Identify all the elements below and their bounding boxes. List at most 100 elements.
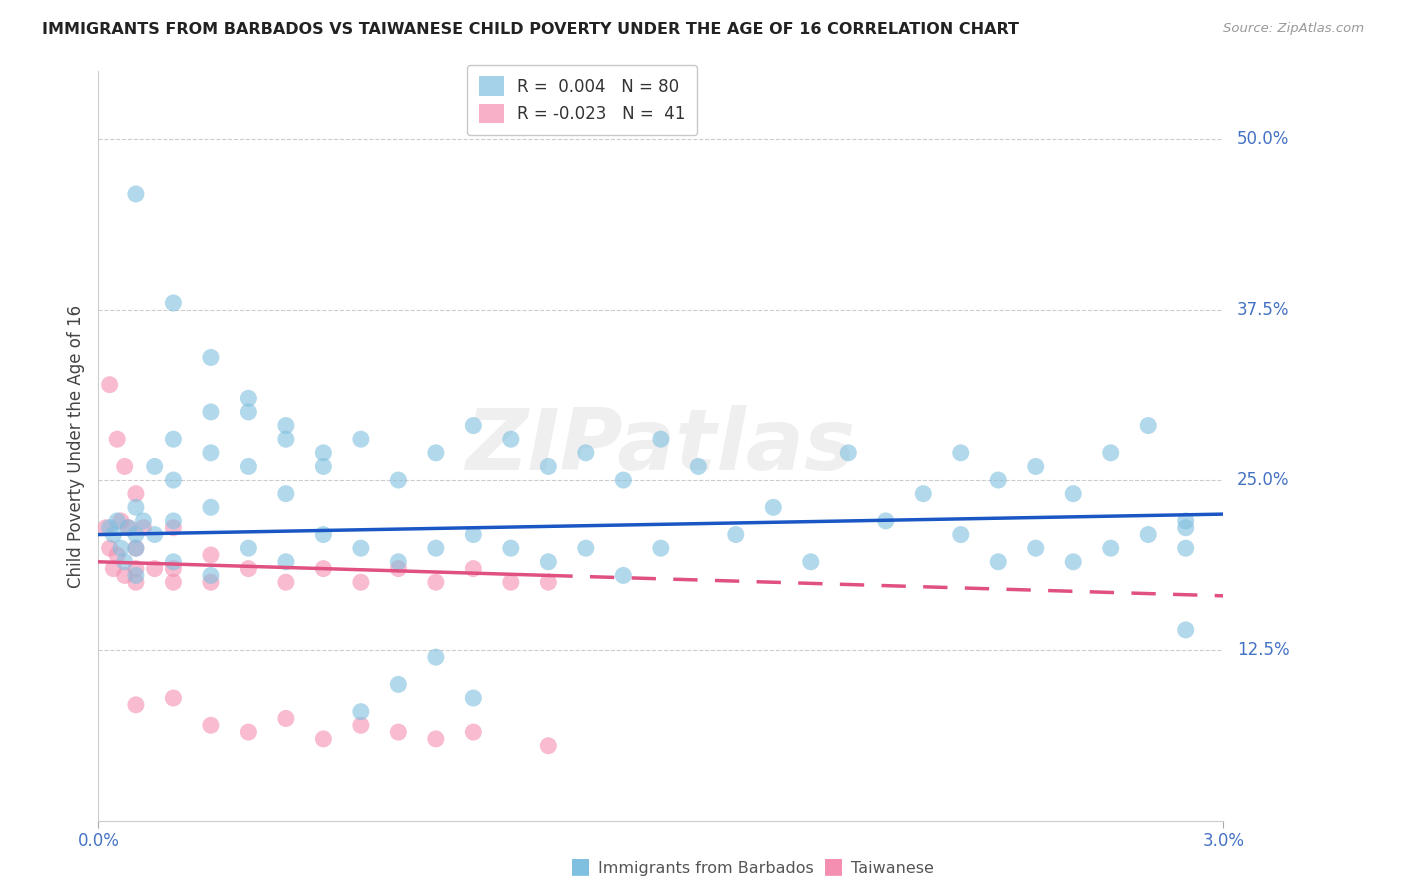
Point xyxy=(1174,623,1197,637)
Point xyxy=(125,500,148,515)
Point xyxy=(463,691,485,706)
Point xyxy=(162,561,184,575)
Point xyxy=(125,575,148,590)
Point xyxy=(537,555,560,569)
Point xyxy=(912,486,935,500)
Point xyxy=(105,548,128,562)
Point xyxy=(312,527,335,541)
Point xyxy=(274,418,297,433)
Point xyxy=(105,514,128,528)
Point xyxy=(98,541,121,556)
Point xyxy=(949,527,972,541)
Point xyxy=(425,541,447,556)
Point xyxy=(143,527,166,541)
Point xyxy=(125,541,148,556)
Point xyxy=(312,731,335,746)
Point xyxy=(1025,459,1047,474)
Point xyxy=(499,575,522,590)
Point xyxy=(387,561,409,575)
Point xyxy=(350,705,373,719)
Legend: R =  0.004   N = 80, R = -0.023   N =  41: R = 0.004 N = 80, R = -0.023 N = 41 xyxy=(467,65,697,135)
Point xyxy=(143,459,166,474)
Text: 25.0%: 25.0% xyxy=(1237,471,1289,489)
Point xyxy=(114,568,136,582)
Point xyxy=(650,432,672,446)
Point xyxy=(125,698,148,712)
Point xyxy=(987,473,1010,487)
Point xyxy=(1099,446,1122,460)
Point xyxy=(94,521,117,535)
Text: 12.5%: 12.5% xyxy=(1237,641,1289,659)
Point xyxy=(132,521,155,535)
Point xyxy=(463,725,485,739)
Point xyxy=(387,555,409,569)
Y-axis label: Child Poverty Under the Age of 16: Child Poverty Under the Age of 16 xyxy=(66,304,84,588)
Point xyxy=(425,650,447,665)
Point xyxy=(463,418,485,433)
Point xyxy=(125,527,148,541)
Point xyxy=(537,575,560,590)
Point xyxy=(114,555,136,569)
Point xyxy=(875,514,897,528)
Point xyxy=(125,541,148,556)
Text: 37.5%: 37.5% xyxy=(1237,301,1289,318)
Point xyxy=(132,514,155,528)
Point xyxy=(114,459,136,474)
Point xyxy=(499,541,522,556)
Point xyxy=(1062,555,1084,569)
Point xyxy=(274,555,297,569)
Point xyxy=(688,459,710,474)
Point xyxy=(312,561,335,575)
Point xyxy=(105,432,128,446)
Point xyxy=(949,446,972,460)
Point xyxy=(143,561,166,575)
Point xyxy=(98,377,121,392)
Point xyxy=(312,459,335,474)
Point xyxy=(162,514,184,528)
Point xyxy=(575,541,598,556)
Text: ■: ■ xyxy=(823,856,844,876)
Point xyxy=(537,459,560,474)
Point xyxy=(238,392,260,406)
Point xyxy=(387,473,409,487)
Point xyxy=(463,527,485,541)
Point xyxy=(162,473,184,487)
Point xyxy=(200,548,222,562)
Point xyxy=(1025,541,1047,556)
Point xyxy=(837,446,859,460)
Point xyxy=(575,446,598,460)
Point xyxy=(499,432,522,446)
Point xyxy=(125,486,148,500)
Point xyxy=(274,432,297,446)
Point xyxy=(200,405,222,419)
Point xyxy=(125,561,148,575)
Point xyxy=(238,405,260,419)
Point xyxy=(350,575,373,590)
Point xyxy=(162,432,184,446)
Point xyxy=(312,446,335,460)
Point xyxy=(162,575,184,590)
Point xyxy=(162,296,184,310)
Point xyxy=(1174,521,1197,535)
Point xyxy=(350,541,373,556)
Point xyxy=(103,561,125,575)
Text: ■: ■ xyxy=(569,856,591,876)
Point xyxy=(238,725,260,739)
Point xyxy=(274,486,297,500)
Point xyxy=(110,514,132,528)
Point xyxy=(425,575,447,590)
Point xyxy=(238,561,260,575)
Point xyxy=(537,739,560,753)
Point xyxy=(800,555,823,569)
Point xyxy=(650,541,672,556)
Point xyxy=(612,473,634,487)
Point xyxy=(425,446,447,460)
Point xyxy=(350,718,373,732)
Point xyxy=(200,575,222,590)
Point xyxy=(274,575,297,590)
Point xyxy=(117,521,139,535)
Point xyxy=(387,725,409,739)
Point xyxy=(1174,541,1197,556)
Point xyxy=(117,521,139,535)
Point xyxy=(463,561,485,575)
